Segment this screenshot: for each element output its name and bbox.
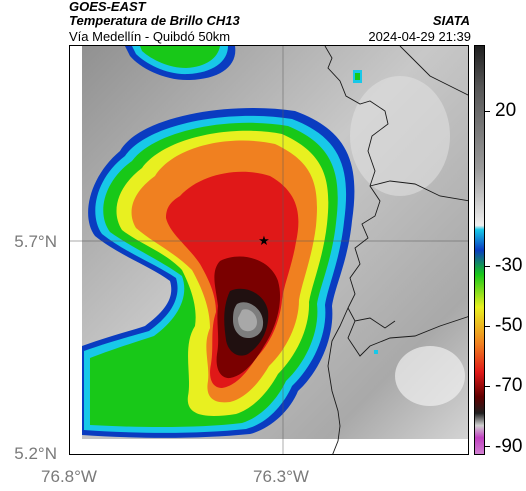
satellite-title: GOES-EAST [69,0,146,14]
temperature-colorbar [474,45,485,455]
colorbar-tick [485,386,490,387]
colorbar-label-20: 20 [495,100,517,121]
organization-label: SIATA [432,13,470,28]
area-subtitle: Vía Medellín - Quibdó 50km [69,29,231,44]
white-bottom-strip [70,439,468,454]
colorbar-label-minus70: -70 [495,375,523,396]
white-left-strip [70,46,82,454]
lat-label-5-7: 5.7°N [14,232,57,251]
cyan-speck [374,350,378,354]
country-boundaries [324,46,468,454]
colorbar-tick [485,111,490,112]
colorbar-label-minus30: -30 [495,255,523,276]
product-title: Temperatura de Brillo CH13 [69,13,240,28]
map-canvas: ★ [70,46,468,454]
colorbar-tick [485,266,490,267]
colorbar-tick [485,446,490,447]
colorbar-tick [485,326,490,327]
lat-label-5-2: 5.2°N [14,444,57,463]
satellite-map[interactable]: ★ [69,45,469,455]
colorbar-label-minus90: -90 [495,436,523,457]
colorbar-label-minus50: -50 [495,315,523,336]
storm-system [82,107,355,438]
lon-label-76-3: 76.3°W [253,467,309,486]
lon-label-76-8: 76.8°W [41,467,97,486]
datetime-label: 2024-04-29 21:39 [368,29,471,44]
northern-cloud [125,46,236,81]
location-star-marker: ★ [258,233,270,248]
